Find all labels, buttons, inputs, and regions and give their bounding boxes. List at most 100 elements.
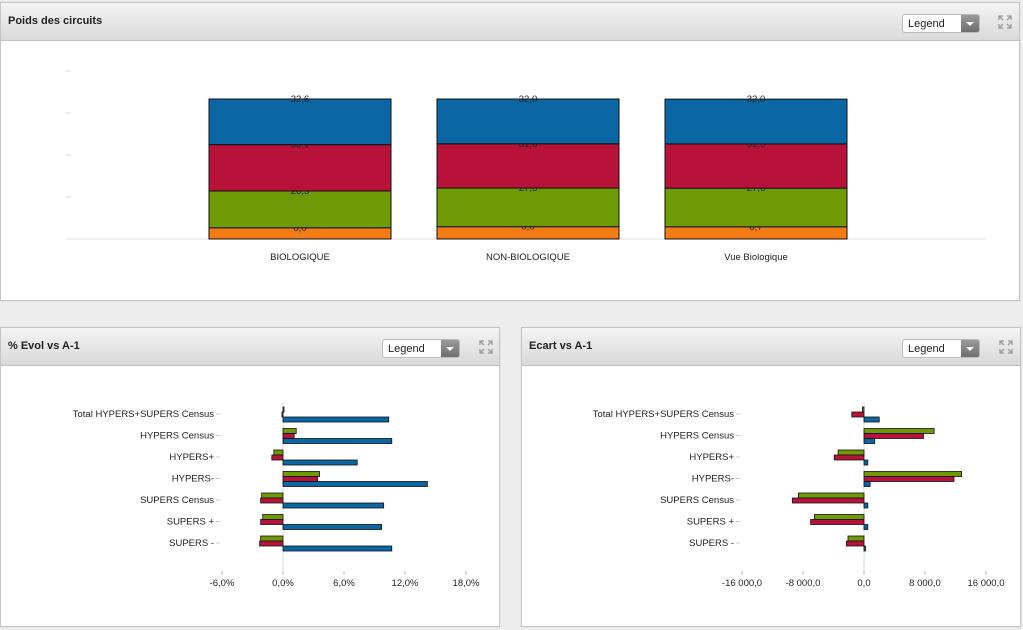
bar-blue [282, 438, 393, 444]
bar-red [791, 497, 865, 504]
bar-red [810, 519, 865, 525]
data-label: 8,8 [521, 222, 534, 233]
bar-red [863, 476, 955, 482]
bar-blue [282, 416, 390, 423]
bar-green [260, 535, 284, 542]
x-tick-label: -6,0% [210, 578, 235, 589]
x-tick-label: 0,0 [857, 578, 870, 589]
category-label: NON-BIOLOGIQUE [486, 252, 570, 263]
bar-green [847, 535, 865, 542]
panel-ecart-vs-a-1: Ecart vs A-1 Legend Total HYPERS+SUPERS … [521, 327, 1021, 627]
category-label: HYPERS- [692, 474, 734, 485]
bar-segment-red [208, 144, 392, 192]
category-label: SUPERS + [687, 517, 735, 528]
data-label: 32,0 [747, 94, 766, 105]
bar-segment-green [208, 190, 392, 229]
chevron-down-icon [441, 340, 459, 357]
data-label: 32,0 [519, 94, 538, 105]
panel-header: Poids des circuits Legend [1, 3, 1019, 41]
legend-dropdown[interactable]: Legend [902, 339, 980, 358]
bar-blue [282, 545, 393, 552]
bar-blue [282, 459, 358, 466]
panel-evol-vs-a-1: % Evol vs A-1 Legend Total HYPERS+SUPERS… [0, 327, 500, 627]
x-tick-label: 8 000,0 [909, 578, 941, 589]
data-label: 8,0 [293, 223, 306, 234]
data-label: 32,6 [291, 94, 310, 105]
x-tick-label: 18,0% [453, 578, 480, 589]
category-label: SUPERS + [167, 517, 215, 528]
category-label: HYPERS+ [689, 452, 734, 463]
x-tick-label: 16 000,0 [968, 578, 1005, 589]
category-label: HYPERS- [172, 474, 214, 485]
category-label: HYPERS+ [169, 452, 214, 463]
data-label: 31,6 [519, 139, 538, 150]
horizontal-bar-chart-evol: Total HYPERS+SUPERS Census HYPERS Census H… [73, 402, 480, 589]
bar-green [282, 428, 297, 434]
bar-red [282, 433, 295, 439]
category-label: SUPERS Census [140, 495, 214, 506]
bar-blue [282, 502, 385, 509]
panel-header: % Evol vs A-1 Legend [1, 328, 499, 366]
bar-green [863, 428, 935, 434]
expand-icon[interactable] [478, 339, 494, 355]
category-label: SUPERS Census [660, 495, 734, 506]
data-label: 8,7 [749, 222, 762, 233]
bar-red [851, 411, 865, 418]
chevron-down-icon [961, 340, 979, 357]
bar-segment-blue [208, 98, 392, 146]
expand-icon[interactable] [997, 14, 1013, 30]
bar-blue [863, 545, 866, 552]
panel-header: Ecart vs A-1 Legend [522, 328, 1020, 366]
legend-dropdown[interactable]: Legend [382, 339, 460, 358]
bar-green [282, 406, 285, 413]
bar-red [282, 476, 318, 482]
x-tick-label: 12,0% [392, 578, 419, 589]
bar-red [833, 454, 865, 461]
legend-dropdown-label: Legend [908, 343, 945, 355]
category-label: Total HYPERS+SUPERS Census [593, 409, 734, 420]
panel-title: % Evol vs A-1 [8, 340, 80, 352]
bar-green [862, 406, 865, 413]
category-label: SUPERS - [689, 538, 734, 549]
bar-segment-green [664, 187, 848, 228]
expand-icon[interactable] [998, 339, 1014, 355]
bar-green [282, 471, 320, 477]
category-label: Vue Biologique [724, 252, 788, 263]
bar-green [273, 449, 284, 456]
bar-segment-blue [436, 98, 620, 145]
bar-segment-green [436, 187, 620, 228]
category-label: Total HYPERS+SUPERS Census [73, 409, 214, 420]
bar-segment-blue [664, 98, 848, 145]
data-label: 31,6 [747, 139, 766, 150]
bar-green [837, 449, 865, 456]
bar-blue [863, 416, 880, 423]
bar-red [271, 454, 284, 461]
bar-red [863, 433, 924, 439]
bar-blue [863, 438, 876, 444]
legend-dropdown-label: Legend [388, 343, 425, 355]
bar-red [846, 540, 865, 547]
panel-title: Ecart vs A-1 [529, 340, 593, 352]
bar-red [259, 540, 284, 547]
legend-dropdown[interactable]: Legend [902, 14, 980, 33]
bar-segment-red [436, 143, 620, 189]
x-tick-label: 6,0% [333, 578, 355, 589]
chevron-down-icon [961, 15, 979, 32]
x-tick-label: 0,0% [272, 578, 294, 589]
bar-green [261, 492, 284, 499]
x-tick-label: -8 000,0 [786, 578, 821, 589]
horizontal-bar-chart-ecart: Total HYPERS+SUPERS Census HYPERS Census H… [593, 402, 1005, 589]
bar-blue [863, 502, 869, 509]
bar-blue [282, 481, 428, 487]
bar-blue [863, 524, 869, 530]
bar-green [798, 492, 865, 499]
bar-red [260, 497, 284, 504]
bar-green [863, 471, 962, 477]
bar-blue [863, 481, 871, 487]
bar-blue [863, 459, 869, 466]
bar-red [260, 519, 284, 525]
legend-dropdown-label: Legend [908, 18, 945, 30]
bar-green [814, 514, 865, 520]
category-label: BIOLOGIQUE [270, 252, 330, 263]
bar-segment-red [664, 143, 848, 189]
